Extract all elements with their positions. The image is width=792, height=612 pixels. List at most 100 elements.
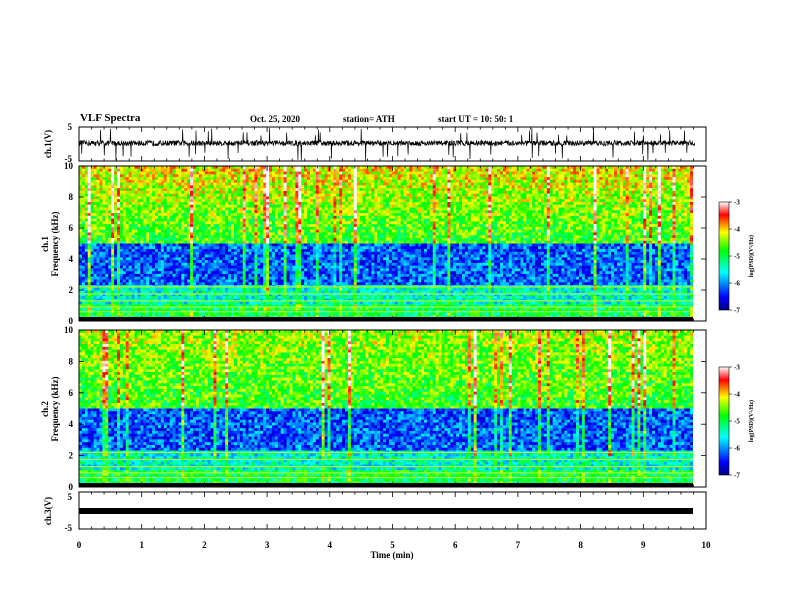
spectrogram-cell — [304, 224, 308, 228]
spectrogram-cell — [187, 193, 191, 197]
spectrogram-cell — [301, 273, 305, 278]
spectrogram-cell — [263, 229, 267, 233]
spectrogram-cell — [201, 268, 206, 272]
spectrogram-cell — [251, 190, 255, 195]
spectrogram-cell — [172, 235, 176, 239]
spectrogram-cell — [146, 171, 150, 175]
spectrogram-cell — [111, 246, 115, 250]
spectrogram-cell — [137, 196, 141, 200]
spectrogram-cell — [333, 171, 337, 175]
spectrogram-cell — [225, 279, 229, 283]
spectrogram-cell — [307, 232, 311, 236]
spectrogram-cell — [295, 215, 299, 219]
spectrogram-cell — [324, 210, 328, 214]
spectrogram-cell — [117, 237, 121, 242]
spectrogram-cell — [309, 271, 314, 275]
spectrogram-cell — [172, 293, 176, 297]
spectrogram-cell — [239, 215, 244, 219]
spectrogram-cell — [233, 254, 238, 258]
spectrogram-cell — [84, 249, 89, 253]
spectrogram-cell — [269, 171, 273, 175]
spectrogram-cell — [260, 237, 264, 242]
spectrogram-cell — [99, 188, 103, 192]
spectrogram-cell — [79, 213, 83, 217]
spectrogram-cell — [90, 229, 95, 233]
spectrogram-cell — [213, 226, 217, 231]
spectrogram-cell — [155, 185, 159, 189]
spectrogram-cell — [155, 218, 159, 222]
spectrogram-cell — [169, 179, 173, 184]
spectrogram-cell — [269, 213, 273, 217]
spectrogram-cell — [190, 273, 194, 278]
spectrogram-cell — [245, 249, 249, 253]
spectrogram-cell — [117, 254, 121, 258]
spectrogram-cell — [228, 273, 232, 278]
spectrogram-cell — [330, 290, 334, 294]
spectrogram-cell — [280, 265, 285, 269]
spectrogram-cell — [228, 251, 232, 255]
spectrogram-cell — [207, 307, 211, 311]
spectrogram-cell — [105, 185, 109, 189]
spectrogram-cell — [225, 201, 229, 206]
spectrogram-cell — [122, 243, 127, 247]
spectrogram-cell — [280, 282, 285, 286]
spectrogram-cell — [166, 185, 171, 189]
spectrogram-cell — [204, 229, 209, 233]
spectrogram-cell — [333, 188, 337, 192]
spectrogram-cell — [216, 199, 220, 203]
spectrogram-cell — [309, 226, 314, 231]
spectrogram-cell — [304, 240, 308, 244]
spectrogram-cell — [260, 218, 264, 222]
spectrogram-cell — [155, 301, 159, 305]
spectrogram-cell — [292, 260, 296, 264]
spectrogram-cell — [169, 226, 173, 231]
spectrogram-cell — [96, 287, 100, 291]
spectrogram-cell — [114, 199, 118, 203]
spectrogram-cell — [117, 265, 121, 269]
spectrogram-cell — [315, 287, 320, 291]
spectrogram-cell — [295, 224, 299, 228]
spectrogram-cell — [117, 210, 121, 214]
spectrogram-cell — [96, 188, 100, 192]
spectrogram-cell — [213, 215, 217, 219]
spectrogram-cell — [228, 257, 232, 261]
spectrogram-cell — [137, 168, 141, 172]
spectrogram-cell — [213, 246, 217, 250]
spectrogram-cell — [263, 257, 267, 261]
spectrogram-cell — [280, 224, 285, 228]
spectrogram-cell — [245, 279, 249, 283]
spectrogram-cell — [90, 232, 95, 236]
spectrogram-cell — [114, 257, 118, 261]
spectrogram-cell — [140, 251, 144, 255]
spectrogram-cell — [248, 182, 252, 186]
spectrogram-cell — [122, 304, 127, 308]
spectrogram-cell — [263, 260, 267, 264]
spectrogram-cell — [298, 246, 302, 250]
spectrogram-cell — [242, 204, 247, 208]
spectrogram-cell — [152, 307, 156, 311]
spectrogram-cell — [178, 188, 182, 192]
spectrogram-cell — [225, 271, 229, 275]
spectrogram-cell — [84, 232, 89, 236]
spectrogram-cell — [292, 218, 296, 222]
spectrogram-cell — [239, 213, 244, 217]
spectrogram-cell — [222, 207, 226, 211]
spectrogram-cell — [140, 210, 144, 214]
spectrogram-cell — [304, 301, 308, 305]
spectrogram-cell — [152, 218, 156, 222]
spectrogram-cell — [304, 226, 308, 231]
spectrogram-cell — [312, 229, 317, 233]
spectrogram-cell — [231, 237, 235, 242]
spectrogram-cell — [125, 273, 130, 278]
spectrogram-cell — [257, 246, 261, 250]
spectrogram-cell — [304, 290, 308, 294]
spectrogram-cell — [81, 243, 86, 247]
spectrogram-cell — [149, 287, 153, 291]
spectrogram-cell — [269, 185, 273, 189]
spectrogram-cell — [175, 240, 179, 244]
spectrogram-cell — [295, 273, 299, 278]
spectrogram-cell — [134, 273, 138, 278]
spectrogram-cell — [157, 171, 162, 175]
spectrogram-cell — [193, 276, 197, 280]
